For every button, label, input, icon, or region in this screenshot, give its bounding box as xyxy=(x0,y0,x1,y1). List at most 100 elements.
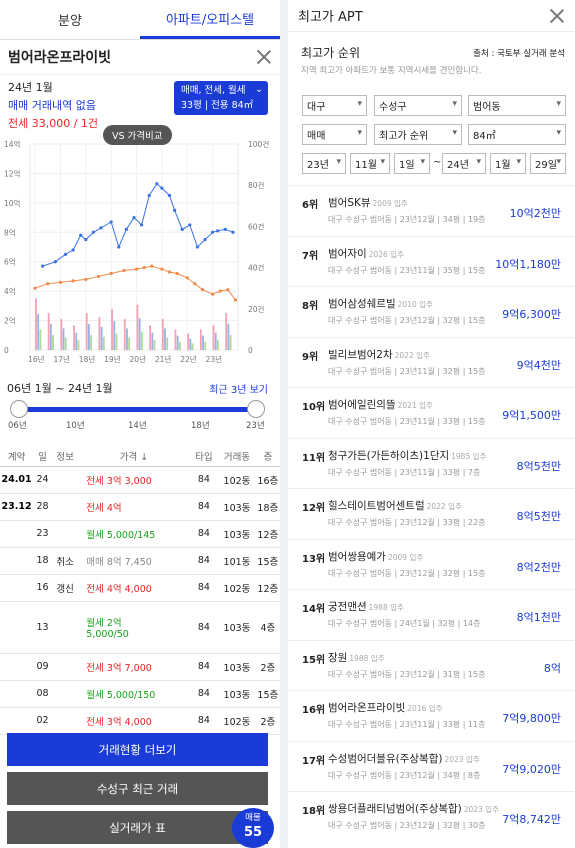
start-month-select[interactable]: 11월 xyxy=(350,153,390,174)
area-select[interactable]: 84㎡ xyxy=(468,124,566,145)
series-point xyxy=(33,286,37,290)
district-recent-trades-button[interactable]: 수성구 최근 거래 xyxy=(7,772,268,805)
cell-price: 전세 4억 4,000 xyxy=(78,574,190,602)
vs-compare-button[interactable]: VS 가격비교 xyxy=(103,125,172,145)
rank-price: 10억2천만 xyxy=(509,207,561,220)
order-select[interactable]: 최고가 순위 xyxy=(374,124,462,145)
series-point xyxy=(71,279,75,283)
price-chart: 0 2억 4억 6억 8억 10억 12억 14억 0 20건 40건 60건 80건 100건 16년 17… xyxy=(0,136,280,372)
table-row[interactable]: 13 월세 2억 5,000/50 84 103동 4층 xyxy=(0,601,280,654)
start-day-select[interactable]: 1일 xyxy=(394,153,430,174)
list-item[interactable]: 16위 범어라온프라이빗 2016 입주 대구 수성구 범어동 | 23년11월 | … xyxy=(288,690,575,742)
trade-kind: 월세 xyxy=(86,689,104,701)
cell-dong: 102동 xyxy=(218,707,256,735)
close-icon[interactable] xyxy=(256,49,272,65)
table-row[interactable]: 23 월세 5,000/145 84 103동 12층 xyxy=(0,520,280,548)
list-item[interactable]: 9위 빌리브범어2차 2022 입주 대구 수성구 범어동 | 23년11월 | 32… xyxy=(288,336,575,389)
cell-floor: 15층 xyxy=(255,547,280,575)
table-row[interactable]: 24.01 24 전세 3억 3,000 84 102동 16층 xyxy=(0,466,280,494)
recent-3y-button[interactable]: 최근 3년 보기 xyxy=(209,385,268,396)
volume-bar xyxy=(225,312,228,350)
trade-status-more-button[interactable]: 거래현황 더보기 xyxy=(7,733,268,766)
series-point xyxy=(140,223,144,227)
col-price[interactable]: 가격 ↓ xyxy=(78,446,190,467)
cell-type: 84 xyxy=(189,493,219,521)
cell-date xyxy=(0,653,34,681)
trade-kind: 전세 xyxy=(86,502,104,514)
list-item[interactable]: 8위 범어삼성쉐르빌 2010 입주 대구 수성구 범어동 | 23년12월 | 32… xyxy=(288,286,575,338)
range-start-handle[interactable] xyxy=(10,400,28,418)
series-point xyxy=(175,271,179,276)
series-point xyxy=(167,270,172,274)
series-point xyxy=(223,227,227,231)
series-point xyxy=(150,264,154,268)
list-item[interactable]: 7위 범어자이 2026 입주 대구 수성구 범어동 | 23년11월 | 35평 |… xyxy=(288,235,575,288)
trade-type-filter[interactable]: 매매, 전세, 월세 33평 | 전용 84㎡ ⌄ xyxy=(174,81,268,115)
series-point xyxy=(79,233,83,237)
list-item[interactable]: 12위 힐스테이트범어센트럴 2022 입주 대구 수성구 범어동 | 23년12월 … xyxy=(288,488,575,540)
volume-bar xyxy=(90,335,93,350)
volume-bar xyxy=(204,341,207,350)
rank-name: 장원 1988 입주 xyxy=(328,650,385,665)
series-point xyxy=(155,182,159,186)
rank-name: 범어에일린의뜰 2021 입주 xyxy=(328,397,433,412)
end-month-select[interactable]: 1월 xyxy=(490,153,526,174)
y-tick-label: 6억 xyxy=(4,258,16,267)
series-point xyxy=(134,267,139,271)
cell-type: 84 xyxy=(189,574,219,602)
series-point xyxy=(172,208,177,212)
cell-dong: 103동 xyxy=(218,520,256,548)
tab-apartment-officetel[interactable]: 아파트/오피스텔 xyxy=(140,0,280,39)
trade-type-select[interactable]: 매매 xyxy=(302,124,367,145)
volume-bar xyxy=(187,333,190,350)
table-row[interactable]: 16 갱신 전세 4억 4,000 84 102동 12층 xyxy=(0,574,280,602)
tab-presale[interactable]: 분양 xyxy=(58,14,82,29)
trade-amount: 3억 3,000 xyxy=(106,475,152,487)
end-day-select[interactable]: 29일 xyxy=(530,153,566,174)
close-icon[interactable] xyxy=(549,8,565,24)
volume-bar xyxy=(128,337,131,350)
table-row[interactable]: 08 월세 5,000/150 84 103동 15층 xyxy=(0,680,280,708)
list-item[interactable]: 13위 범어쌍용예가 2009 입주 대구 수성구 범어동 | 23년12월 | 32… xyxy=(288,538,575,591)
list-item[interactable]: 11위 청구가든(가든하이츠)1단지 1985 입주 대구 수성구 범어동 | 23년… xyxy=(288,437,575,490)
range-end-handle[interactable] xyxy=(247,400,265,418)
end-year-select[interactable]: 24년 xyxy=(442,153,486,174)
table-row[interactable]: 23.12 28 전세 4억 84 103동 18층 xyxy=(0,493,280,521)
col-date[interactable]: 계약 xyxy=(0,446,34,467)
apt-name: 장원 xyxy=(328,651,348,664)
range-track[interactable] xyxy=(18,407,256,412)
list-item[interactable]: 6위 범어SK뷰 2009 입주 대구 수성구 범어동 | 23년12월 | 34평 … xyxy=(288,185,575,237)
list-item[interactable]: 15위 장원 1988 입주 대구 수성구 범어동 | 23년12월 | 31평 | … xyxy=(288,639,575,692)
list-item[interactable]: 17위 수성범어더블유(주상복합) 2023 입주 대구 수성구 범어동 | 23년1… xyxy=(288,740,575,793)
rank-number: 17위 xyxy=(302,755,326,767)
summary-sale: 매매 거래내역 없음 xyxy=(8,99,96,112)
volume-bar xyxy=(100,326,103,350)
table-row[interactable]: 09 전세 3억 7,000 84 103동 2층 xyxy=(0,653,280,681)
rank-number: 15위 xyxy=(302,654,326,666)
listing-badge[interactable]: 매물 55 xyxy=(232,808,274,848)
district-select[interactable]: 수성구 xyxy=(374,95,462,116)
move-in-year: 2023 입주 xyxy=(463,805,500,814)
trade-amount: 8억 7,450 xyxy=(106,556,152,568)
x-tick-label: 21년 xyxy=(155,354,172,364)
list-item[interactable]: 14위 궁전맨션 1988 입주 대구 수성구 범어동 | 24년1월 | 32평 |… xyxy=(288,589,575,641)
rank-name: 수성범어더블유(주상복합) 2023 입주 xyxy=(328,751,480,766)
region-select[interactable]: 대구 xyxy=(302,95,367,116)
volume-bar xyxy=(49,324,52,350)
start-year-select[interactable]: 23년 xyxy=(302,153,346,174)
real-price-table-button[interactable]: 실거래가 표 xyxy=(7,811,268,844)
apt-name: 빌리브범어2차 xyxy=(328,348,393,361)
cell-type: 84 xyxy=(189,680,219,708)
volume-bar xyxy=(85,312,88,350)
summary-month: 24년 1월 xyxy=(8,81,53,94)
rank-number: 7위 xyxy=(302,250,319,262)
rank-name: 궁전맨션 1988 입주 xyxy=(328,599,404,614)
rank-price: 7억9,020만 xyxy=(502,762,561,776)
cell-type: 84 xyxy=(189,601,219,654)
table-row[interactable]: 18 취소 매매 8억 7,450 84 101동 15층 xyxy=(0,547,280,575)
table-row[interactable]: 02 전세 3억 4,000 84 102동 2층 xyxy=(0,707,280,735)
dong-select[interactable]: 범어동 xyxy=(468,95,566,116)
panel-divider xyxy=(280,0,288,848)
list-item[interactable]: 10위 범어에일린의뜰 2021 입주 대구 수성구 범어동 | 23년11월 | 3… xyxy=(288,387,575,439)
list-item[interactable]: 18위 쌍용더플래티넘범어(주상복합) 2023 입주 대구 수성구 범어동 | 23… xyxy=(288,791,575,843)
